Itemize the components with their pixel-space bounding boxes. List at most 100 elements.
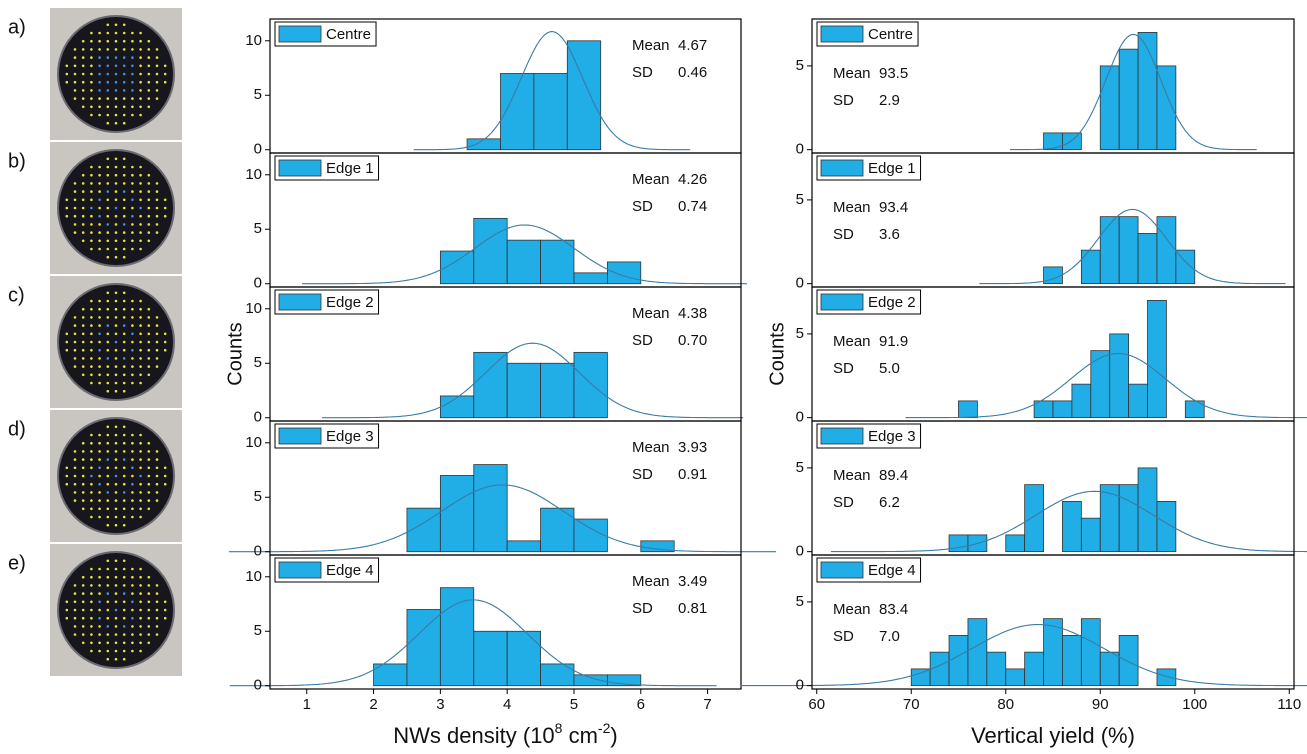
wafer-dot <box>122 458 126 461</box>
wafer-dot <box>81 466 85 470</box>
wafer-dot <box>163 206 167 210</box>
wafer-dot <box>122 39 126 43</box>
stat-label: Mean <box>632 573 670 590</box>
wafer-dot <box>98 348 101 352</box>
wafer-dot <box>81 173 85 177</box>
wafer-dot <box>114 31 118 35</box>
wafer-dot <box>139 633 142 636</box>
wafer-dot <box>65 72 69 76</box>
wafer-dot <box>98 182 101 185</box>
wafer-dot <box>98 592 101 595</box>
wafer-dot <box>139 64 142 68</box>
wafer-dot <box>106 316 110 319</box>
bar <box>1156 216 1177 285</box>
bar <box>929 651 950 687</box>
wafer-dot <box>81 89 85 92</box>
wafer-dot <box>155 56 159 59</box>
wafer-dot <box>147 365 151 368</box>
wafer-dot <box>106 625 110 628</box>
wafer-dot <box>114 324 118 327</box>
wafer-dot <box>114 299 118 303</box>
y-tick-label: 0 <box>254 141 262 158</box>
wafer-dot <box>122 72 126 76</box>
wafer-dot <box>122 231 126 234</box>
wafer-dot <box>114 458 118 461</box>
wafer-dot <box>106 214 110 218</box>
wafer-dot <box>106 198 110 202</box>
wafer-dot <box>139 340 142 344</box>
wafer-dot <box>90 39 93 43</box>
wafer-dot <box>131 182 134 185</box>
bar <box>506 239 541 285</box>
wafer-dot <box>106 482 110 486</box>
bar <box>1099 216 1120 285</box>
stat-value: 0.74 <box>678 198 707 215</box>
wafer-dot <box>122 608 126 612</box>
wafer-dot <box>81 600 85 604</box>
wafer-dot <box>114 182 118 185</box>
y-axis-label: Counts <box>224 322 246 385</box>
x-axis-label: NWs density (108 cm-2) <box>393 720 617 748</box>
wafer-dot <box>147 332 151 336</box>
legend-label: Centre <box>326 26 371 43</box>
wafer-dot <box>81 72 85 76</box>
wafer-dot <box>106 89 110 92</box>
bar <box>1147 299 1167 419</box>
wafer-dot <box>73 592 77 595</box>
wafer-dot <box>131 206 134 210</box>
wafer-dot <box>81 206 85 210</box>
wafer-dot <box>155 491 159 494</box>
wafer-dot <box>106 72 110 76</box>
wafer-dot <box>81 373 85 377</box>
wafer-dot <box>122 113 126 117</box>
wafer-dot <box>163 466 167 470</box>
wafer-dot <box>139 206 142 210</box>
wafer-dot <box>106 223 110 226</box>
wafer-dot <box>131 165 134 169</box>
wafer-dot <box>98 80 101 84</box>
bar <box>540 239 575 285</box>
wafer-dot <box>106 231 110 234</box>
wafer-dot <box>90 214 93 218</box>
wafer-dot <box>147 198 151 202</box>
wafer-dot <box>131 48 134 51</box>
wafer-dot <box>106 584 110 587</box>
wafer-dot <box>139 466 142 470</box>
stat-label: SD <box>833 628 854 645</box>
wafer-dot <box>81 190 85 193</box>
wafer-dot <box>163 214 167 218</box>
fit-curve <box>979 208 1286 285</box>
bar <box>473 217 508 285</box>
wafer-dot <box>65 332 69 336</box>
wafer-dot <box>114 255 118 259</box>
wafer-dot <box>73 608 77 612</box>
wafer-dot <box>106 157 110 161</box>
wafer-dot <box>122 255 126 259</box>
wafer-dot <box>155 365 159 368</box>
wafer-dot <box>90 515 93 519</box>
wafer-dot <box>114 381 118 385</box>
wafer-dot <box>122 239 126 243</box>
wafer-dot <box>73 64 77 68</box>
wafer-dot <box>106 507 110 511</box>
wafer-dot <box>122 499 126 502</box>
wafer-dot <box>114 291 118 295</box>
bar <box>1043 618 1063 687</box>
wafer-dot <box>122 357 126 360</box>
wafer-dot <box>139 608 142 612</box>
wafer-dot <box>122 165 126 169</box>
wafer-dot <box>65 206 69 210</box>
wafer-dot <box>106 239 110 243</box>
wafer-dot <box>139 113 142 117</box>
wafer-dot <box>73 616 77 620</box>
wafer-dot <box>155 89 159 92</box>
stat-value: 0.91 <box>678 466 707 483</box>
wafer-dot <box>81 105 85 109</box>
wafer-dot <box>139 165 142 169</box>
stat-label: SD <box>833 226 854 243</box>
wafer-dot <box>147 223 151 226</box>
wafer-dot <box>139 567 142 571</box>
wafer-dot <box>139 97 142 100</box>
wafer-dot <box>147 39 151 43</box>
